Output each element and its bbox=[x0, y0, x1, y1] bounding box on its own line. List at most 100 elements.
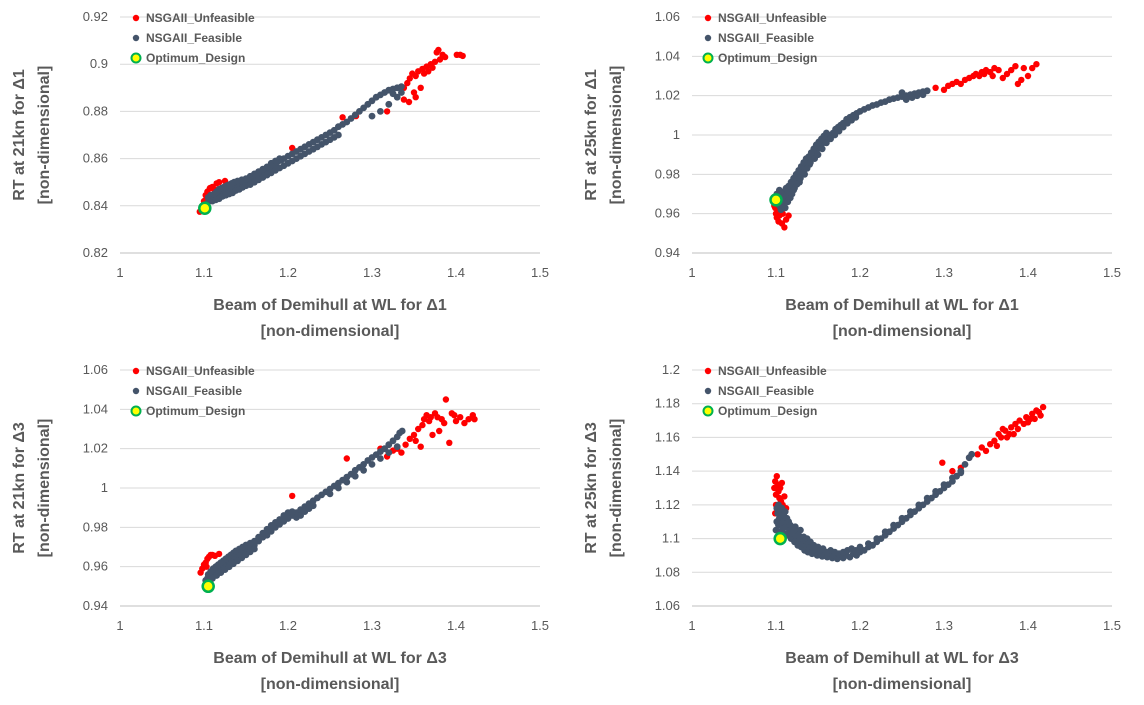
legend-marker-unfeasible bbox=[704, 367, 712, 375]
x-tick-label: 1.4 bbox=[1019, 265, 1037, 280]
y-tick-label: 0.86 bbox=[83, 151, 108, 166]
feasible-point bbox=[856, 543, 864, 551]
y-tick-label: 0.82 bbox=[83, 245, 108, 260]
unfeasible-point bbox=[939, 459, 946, 466]
x-axis-title: [non-dimensional] bbox=[261, 323, 400, 340]
unfeasible-point bbox=[410, 431, 418, 439]
unfeasible-point bbox=[431, 58, 439, 65]
feasible-point bbox=[781, 204, 789, 212]
feasible-point bbox=[790, 186, 797, 194]
x-tick-label: 1.5 bbox=[531, 618, 549, 633]
legend-label: NSGAII_Unfeasible bbox=[718, 364, 827, 378]
y-axis-title: [non-dimensional] bbox=[36, 66, 53, 205]
feasible-point bbox=[881, 528, 889, 536]
unfeasible-point bbox=[429, 431, 436, 439]
x-tick-label: 1.2 bbox=[279, 265, 297, 280]
legend-marker-optimum bbox=[702, 405, 714, 417]
feasible-point bbox=[276, 155, 283, 163]
x-tick-label: 1 bbox=[116, 265, 123, 280]
optimum-design-point bbox=[201, 579, 215, 594]
x-tick-label: 1 bbox=[688, 265, 695, 280]
y-axis-title: [non-dimensional] bbox=[608, 66, 625, 205]
unfeasible-point bbox=[778, 479, 786, 487]
y-tick-label: 1.06 bbox=[83, 362, 108, 377]
unfeasible-point bbox=[1008, 66, 1015, 74]
unfeasible-point bbox=[419, 421, 426, 429]
feasible-point bbox=[873, 535, 881, 542]
legend-label: NSGAII_Unfeasible bbox=[146, 364, 255, 378]
feasible-point bbox=[398, 89, 405, 96]
feasible-point bbox=[968, 450, 976, 458]
feasible-point bbox=[398, 427, 406, 435]
unfeasible-point bbox=[405, 98, 413, 106]
y-tick-label: 1.18 bbox=[655, 396, 680, 411]
unfeasible-point bbox=[1003, 70, 1011, 78]
chart-panel-3: 0.94 0.96 0.98 1 1.02 1.04 1.06 1 1.1 1.2 1.3 1.4 1.… bbox=[0, 353, 572, 705]
feasible-point bbox=[385, 100, 393, 108]
unfeasible-point bbox=[435, 46, 442, 54]
unfeasible-point bbox=[457, 414, 464, 421]
legend-marker-feasible bbox=[704, 34, 712, 42]
y-tick-label: 1.16 bbox=[655, 429, 680, 444]
unfeasible-point bbox=[1020, 64, 1027, 72]
unfeasible-point bbox=[461, 419, 468, 427]
unfeasible-point bbox=[773, 473, 780, 480]
feasible-point bbox=[898, 514, 906, 522]
unfeasible-point bbox=[400, 96, 408, 103]
unfeasible-point bbox=[781, 493, 788, 500]
unfeasible-point bbox=[932, 84, 939, 92]
feasible-point bbox=[309, 502, 317, 510]
y-tick-label: 0.98 bbox=[655, 166, 680, 181]
x-tick-label: 1 bbox=[688, 618, 695, 633]
unfeasible-point bbox=[406, 435, 413, 442]
feasible-point bbox=[360, 466, 367, 474]
unfeasible-point bbox=[1018, 76, 1025, 84]
x-tick-label: 1.4 bbox=[447, 618, 465, 633]
x-axis-title: [non-dimensional] bbox=[833, 676, 972, 693]
y-tick-label: 0.84 bbox=[83, 198, 108, 213]
unfeasible-point bbox=[215, 179, 223, 186]
feasible-point bbox=[890, 521, 897, 529]
unfeasible-point bbox=[781, 224, 788, 231]
x-tick-label: 1.3 bbox=[935, 265, 953, 280]
feasible-point bbox=[961, 461, 969, 468]
y-tick-label: 1.02 bbox=[655, 88, 680, 103]
feasible-point bbox=[781, 508, 789, 515]
chart-panel-4: 1.06 1.08 1.1 1.12 1.14 1.16 1.18 1.2 1 1.1 1.2 1.3… bbox=[572, 353, 1144, 705]
feasible-point bbox=[793, 180, 801, 188]
unfeasible-point bbox=[412, 72, 419, 80]
unfeasible-point bbox=[383, 108, 391, 115]
unfeasible-point bbox=[398, 449, 405, 456]
legend-marker-feasible bbox=[132, 387, 140, 395]
unfeasible-point bbox=[459, 52, 466, 60]
feasible-point bbox=[949, 474, 956, 482]
unfeasible-point bbox=[465, 416, 472, 423]
feasible-point bbox=[814, 151, 822, 159]
y-axis-title: RT at 25kn for Δ3 bbox=[583, 422, 600, 554]
scatter-chart-4: 1.06 1.08 1.1 1.12 1.14 1.16 1.18 1.2 1 1.1 1.2 1.3… bbox=[583, 362, 1121, 693]
unfeasible-point bbox=[412, 437, 419, 444]
unfeasible-point bbox=[441, 53, 449, 61]
feasible-point bbox=[251, 545, 258, 553]
feasible-point bbox=[343, 478, 351, 486]
y-axis-title: [non-dimensional] bbox=[608, 419, 625, 558]
scatter-chart-2: 0.94 0.96 0.98 1 1.02 1.04 1.06 1 1.1 1.2 1.3 1.4 1.… bbox=[583, 9, 1121, 340]
feasible-point bbox=[377, 108, 384, 115]
unfeasible-point bbox=[993, 442, 1001, 450]
unfeasible-point bbox=[991, 437, 998, 444]
feasible-point bbox=[902, 96, 910, 103]
feasible-point bbox=[913, 92, 921, 100]
optimum-design-point bbox=[773, 531, 787, 546]
x-tick-label: 1.2 bbox=[279, 618, 297, 633]
unfeasible-point bbox=[989, 72, 996, 80]
unfeasible-point bbox=[995, 66, 1002, 74]
feasible-point bbox=[852, 113, 860, 121]
unfeasible-point bbox=[429, 64, 436, 71]
unfeasible-point bbox=[1029, 64, 1036, 72]
y-axis-title: RT at 21kn for Δ3 bbox=[11, 422, 28, 554]
scatter-chart-3: 0.94 0.96 0.98 1 1.02 1.04 1.06 1 1.1 1.2 1.3 1.4 1.… bbox=[11, 362, 549, 693]
feasible-point bbox=[398, 83, 405, 90]
scatter-chart-1: 0.82 0.84 0.86 0.88 0.9 0.92 1 1.1 1.2 1.3 1.4 1.5 B… bbox=[11, 9, 549, 340]
unfeasible-point bbox=[404, 79, 411, 87]
x-tick-label: 1.2 bbox=[851, 265, 869, 280]
